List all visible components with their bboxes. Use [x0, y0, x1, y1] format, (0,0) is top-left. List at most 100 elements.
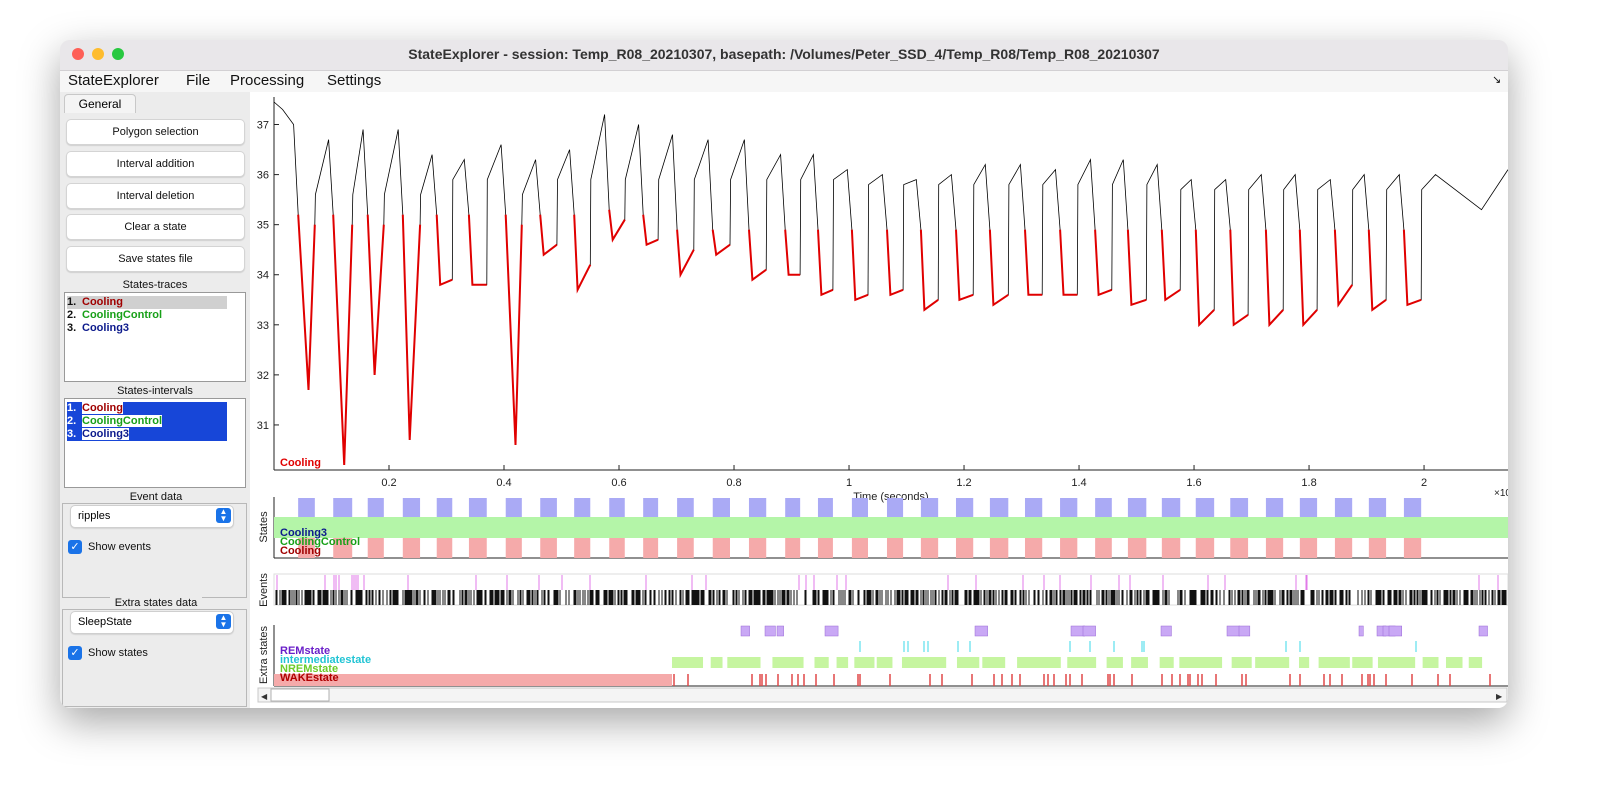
cooling-trace	[1264, 229, 1284, 328]
close-button[interactable]	[72, 48, 84, 60]
list-item[interactable]: 1. Cooling	[67, 296, 227, 309]
state-interval	[1127, 498, 1147, 517]
minimize-button[interactable]	[92, 48, 104, 60]
state-interval	[609, 538, 625, 558]
state-interval	[920, 538, 939, 558]
toolbar-toggle[interactable]: ↘	[1492, 74, 1502, 86]
nrem-block	[1106, 657, 1123, 668]
nrem-block	[854, 657, 875, 668]
state-interval	[1095, 538, 1112, 558]
checkbox[interactable]: ✓	[68, 540, 82, 554]
state-interval	[505, 498, 522, 517]
cooling-trace	[988, 229, 1009, 307]
state-interval	[468, 538, 487, 558]
menu-item[interactable]: Processing	[230, 72, 305, 89]
tab[interactable]: General	[64, 94, 136, 113]
cooling-trace	[676, 229, 695, 279]
nrem-block	[1067, 657, 1097, 668]
list-item[interactable]: 2. CoolingControl	[67, 309, 162, 322]
cooling-trace	[1024, 229, 1043, 296]
rem-block	[1388, 625, 1403, 637]
panel-ylabel: States	[258, 511, 270, 543]
item-label: Cooling	[82, 296, 123, 308]
state-interval	[1403, 498, 1422, 517]
state-interval	[1334, 538, 1353, 558]
state-interval	[505, 538, 522, 558]
state-interval	[1334, 498, 1353, 517]
cooling-trace	[504, 214, 523, 446]
state-interval	[817, 498, 833, 517]
rem-block	[974, 625, 988, 637]
cooling-trace	[366, 214, 385, 375]
dropdown[interactable]: ripples ▲ ▼	[70, 505, 234, 528]
state-interval	[886, 538, 904, 558]
state-interval	[402, 538, 421, 558]
scrollbar-thumb[interactable]	[270, 688, 330, 702]
list-item[interactable]: 3. Cooling3	[67, 428, 227, 441]
nrem-block	[1159, 657, 1174, 668]
rem-block	[1478, 625, 1488, 637]
cooling-trace	[435, 214, 453, 287]
state-interval	[298, 498, 315, 517]
list-box[interactable]: 1. Cooling 2. CoolingControl 3. Cooling3	[64, 292, 246, 382]
state-interval	[1161, 498, 1181, 517]
checkbox[interactable]: ✓	[68, 646, 82, 660]
y-tick-label: 37	[257, 120, 269, 132]
state-label: Cooling	[280, 545, 321, 557]
state-interval	[402, 498, 421, 517]
list-item[interactable]: 3. Cooling3	[67, 322, 129, 335]
state-band	[274, 517, 1508, 538]
state-interval	[920, 498, 939, 517]
menu-item[interactable]: StateExplorer	[68, 72, 159, 89]
zoom-button[interactable]	[112, 48, 124, 60]
cooling-trace	[332, 214, 354, 466]
cooling-trace	[1367, 229, 1387, 312]
state-interval	[1161, 538, 1181, 558]
cooling-trace	[401, 214, 422, 441]
rem-block	[776, 625, 784, 637]
button[interactable]: Interval addition	[66, 151, 245, 177]
list-item[interactable]: 2. CoolingControl	[67, 415, 227, 428]
menu-item[interactable]: File	[186, 72, 211, 89]
dropdown[interactable]: SleepState ▲ ▼	[70, 611, 234, 634]
state-interval	[677, 498, 694, 517]
state-interval	[955, 498, 974, 517]
menu-item[interactable]: Settings	[327, 72, 382, 89]
button[interactable]: Clear a state	[66, 214, 245, 240]
nrem-block	[1377, 657, 1416, 668]
group-box	[62, 609, 247, 707]
nrem-block	[1255, 657, 1290, 668]
state-interval	[643, 498, 659, 517]
state-interval	[1024, 538, 1043, 558]
button[interactable]: Polygon selection	[66, 119, 245, 145]
button[interactable]: Interval deletion	[66, 183, 245, 209]
x-tick-label: 0.8	[726, 477, 741, 489]
state-interval	[609, 498, 625, 517]
cooling-trace	[1126, 229, 1147, 307]
scroll-left: ◀	[261, 692, 268, 701]
nrem-block	[710, 657, 723, 668]
item-number: 2.	[67, 415, 77, 427]
button[interactable]: Save states file	[66, 246, 245, 272]
nrem-block	[1422, 657, 1439, 668]
list-item[interactable]: 1. Cooling	[67, 402, 227, 415]
state-interval	[1195, 538, 1215, 558]
x-tick-label: 0.6	[611, 477, 626, 489]
cooling-trace	[1402, 229, 1422, 307]
nrem-block	[1318, 657, 1350, 668]
window: StateExplorer - session: Temp_R08_202103…	[60, 40, 1508, 708]
list-box[interactable]: 1. Cooling 2. CoolingControl 3. Cooling3	[64, 398, 246, 488]
nrem-block	[772, 657, 804, 668]
cooling-trace	[919, 229, 939, 312]
trace-label: Cooling	[280, 457, 321, 469]
cooling-trace	[817, 229, 834, 297]
rem-block	[1160, 625, 1172, 637]
cooling-trace	[573, 214, 592, 294]
nrem-block	[876, 657, 893, 668]
nrem-block	[1352, 657, 1373, 668]
nrem-block	[1231, 657, 1252, 668]
state-interval	[712, 498, 730, 517]
nrem-block	[982, 657, 1006, 668]
cooling-trace	[1333, 229, 1354, 308]
group-title: Extra states data	[110, 597, 202, 609]
